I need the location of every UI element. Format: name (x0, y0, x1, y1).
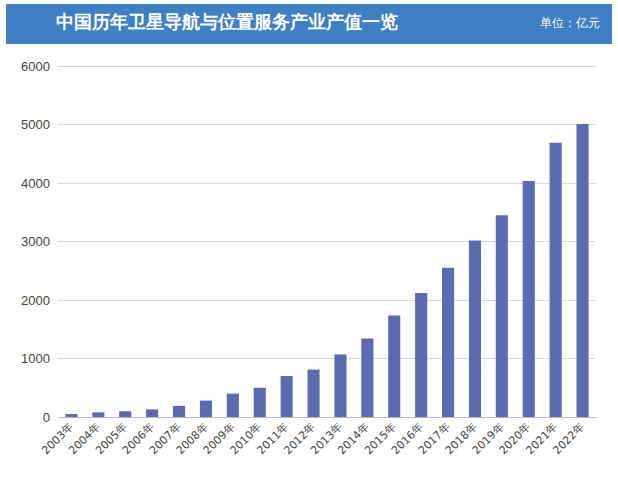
svg-text:4000: 4000 (21, 176, 50, 191)
svg-text:2006年: 2006年 (120, 420, 157, 458)
svg-text:2019年: 2019年 (469, 420, 507, 458)
svg-text:2007年: 2007年 (146, 420, 184, 458)
svg-text:2010年: 2010年 (227, 420, 265, 458)
svg-text:2012年: 2012年 (281, 420, 319, 458)
svg-text:2004年: 2004年 (66, 420, 103, 458)
svg-text:2021年: 2021年 (523, 420, 561, 458)
svg-text:5000: 5000 (21, 117, 50, 132)
svg-text:2005年: 2005年 (93, 420, 130, 458)
svg-text:2009年: 2009年 (200, 420, 238, 458)
svg-text:2000: 2000 (21, 293, 50, 308)
svg-text:3000: 3000 (21, 234, 50, 249)
svg-text:2013年: 2013年 (308, 420, 345, 458)
svg-text:1000: 1000 (21, 351, 50, 366)
svg-text:2018年: 2018年 (442, 420, 480, 458)
svg-text:单位：亿元: 单位：亿元 (540, 16, 600, 30)
svg-text:2020年: 2020年 (496, 420, 534, 458)
svg-text:2017年: 2017年 (415, 420, 453, 458)
svg-text:2011年: 2011年 (254, 420, 292, 458)
svg-text:2015年: 2015年 (362, 420, 399, 458)
svg-text:6000: 6000 (21, 59, 50, 74)
svg-text:2016年: 2016年 (389, 420, 426, 458)
svg-text:0: 0 (43, 410, 50, 425)
svg-text:2003年: 2003年 (39, 420, 76, 458)
svg-text:2014年: 2014年 (335, 420, 372, 458)
svg-text:2008年: 2008年 (173, 420, 211, 458)
svg-text:中国历年卫星导航与位置服务产业产值一览: 中国历年卫星导航与位置服务产业产值一览 (56, 11, 398, 32)
svg-text:2022年: 2022年 (550, 420, 587, 457)
